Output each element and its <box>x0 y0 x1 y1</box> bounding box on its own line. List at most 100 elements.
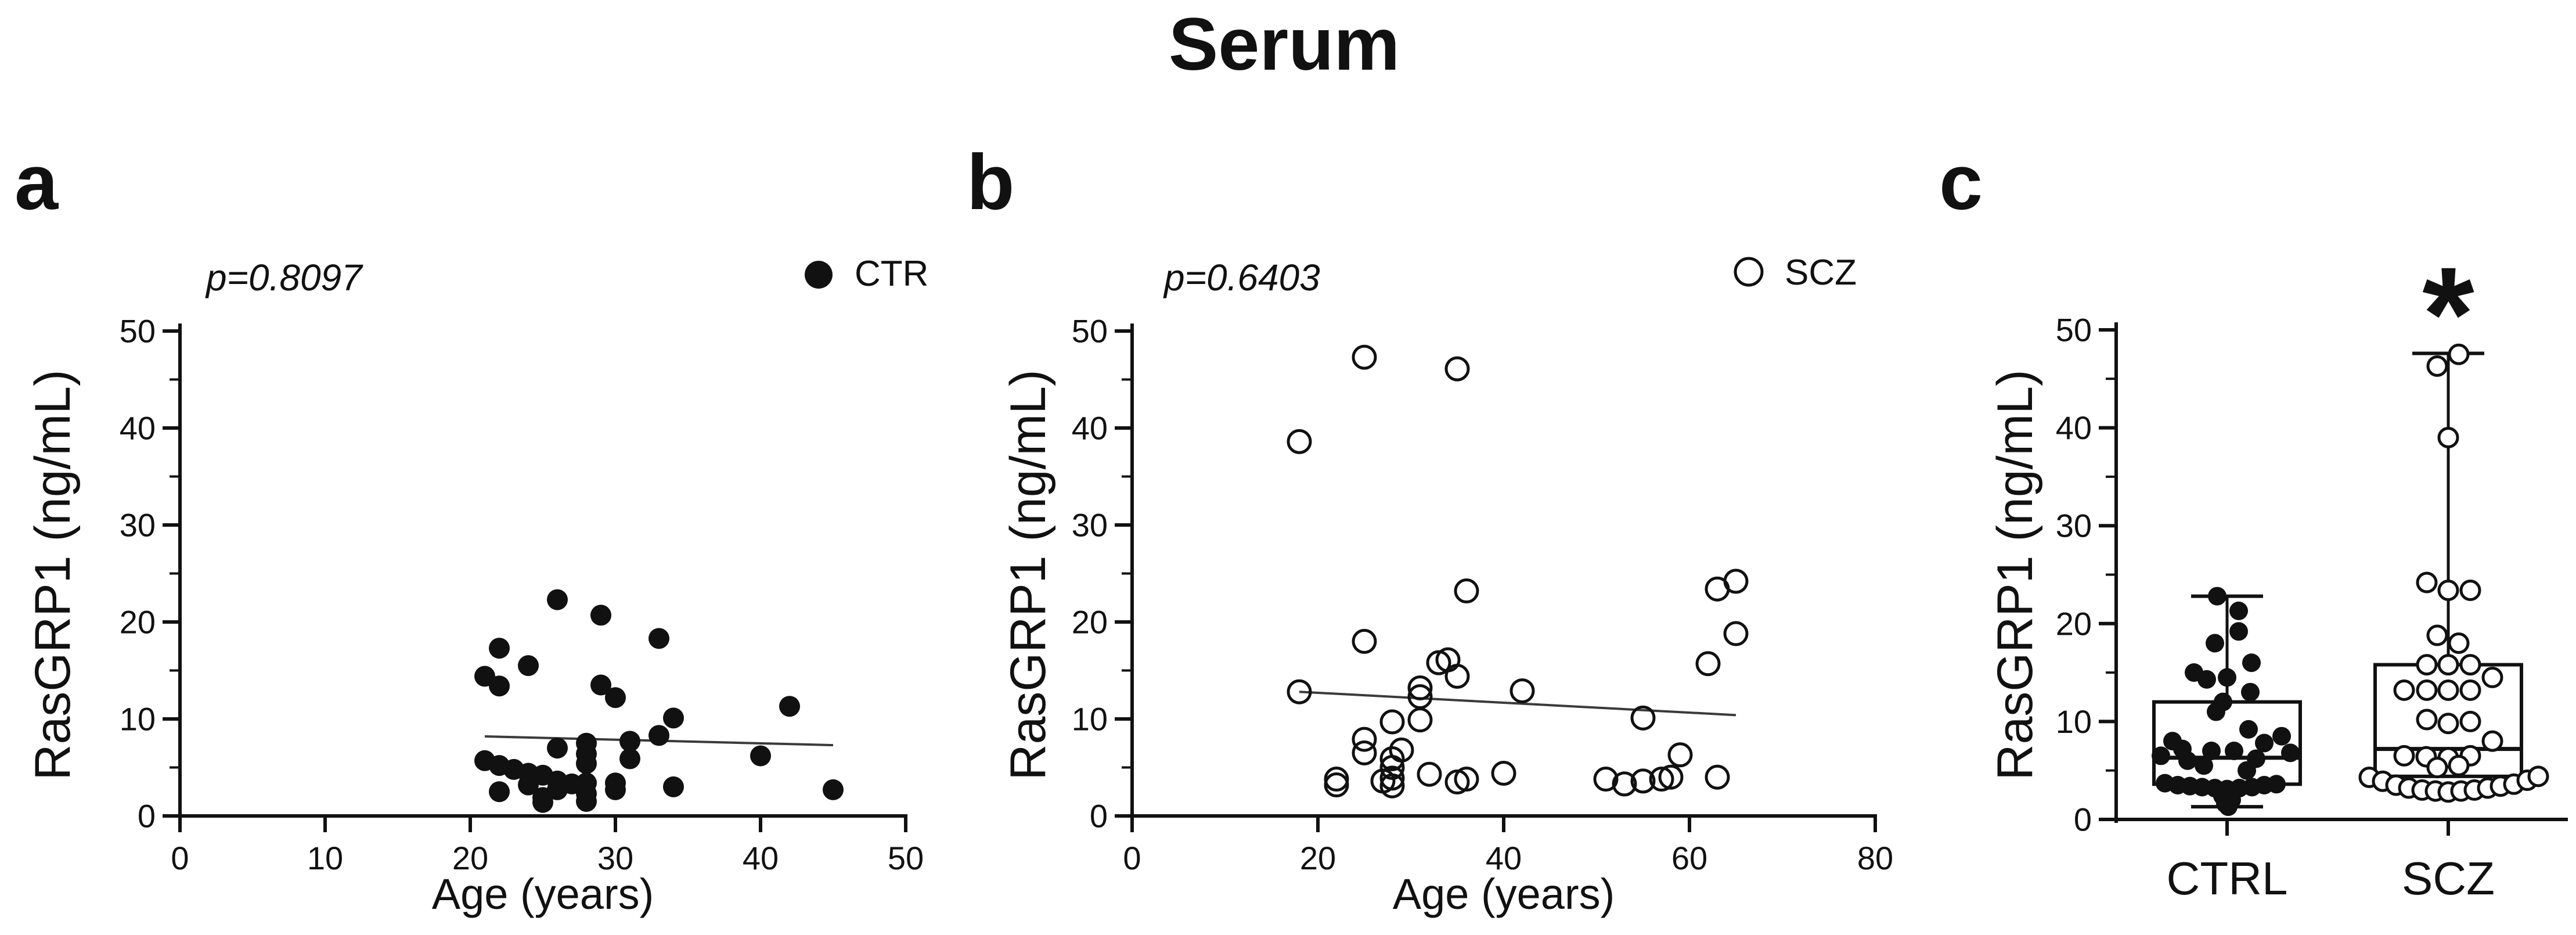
panel-c-plot: 0 10 20 30 40 50 <box>2056 312 2568 838</box>
data-point <box>2437 679 2459 701</box>
data-point <box>1649 767 1674 792</box>
data-point <box>2448 632 2470 654</box>
data-point <box>1723 621 1749 646</box>
x-tick-label: 0 <box>171 840 189 876</box>
data-point <box>2202 741 2221 760</box>
data-point <box>2426 624 2448 646</box>
y-tick-label: 20 <box>1072 604 1108 641</box>
data-point <box>489 638 510 659</box>
data-point <box>2437 579 2459 601</box>
y-tick-label: 20 <box>2056 605 2092 642</box>
data-point <box>2219 797 2238 817</box>
data-point <box>2225 741 2243 760</box>
y-tick-label: 10 <box>120 701 156 738</box>
data-point <box>2272 727 2291 746</box>
data-point <box>1695 651 1721 677</box>
data-point <box>532 787 553 808</box>
x-tick-label: 60 <box>1671 840 1707 876</box>
y-tick-label: 30 <box>1072 507 1108 544</box>
data-point <box>2206 634 2224 653</box>
data-point <box>1444 664 1470 689</box>
panel-a-letter: a <box>15 138 59 226</box>
data-point <box>2197 670 2216 689</box>
y-tick-label: 40 <box>1072 410 1108 447</box>
panel-a-legend-label: CTR <box>855 254 928 294</box>
data-point <box>1352 740 1377 765</box>
data-point <box>648 725 669 746</box>
data-point <box>576 753 597 774</box>
y-tick-label: 40 <box>2056 409 2092 446</box>
panel-b-pvalue: p=0.6403 <box>1163 257 1320 299</box>
x-tick-label: 20 <box>452 840 488 876</box>
data-point <box>1417 761 1442 787</box>
legend-open-circle-icon <box>1734 257 1764 287</box>
data-point <box>2448 343 2470 365</box>
data-point <box>663 776 684 797</box>
data-point <box>619 748 640 769</box>
data-point <box>2267 775 2286 794</box>
data-point <box>2426 757 2448 779</box>
data-point <box>2178 751 2197 770</box>
data-point <box>2481 667 2503 689</box>
data-point <box>2437 713 2459 735</box>
data-point <box>2207 702 2225 721</box>
panel-c-y-axis-title: RasGRP1 (ng/mL) <box>1987 369 2043 780</box>
panel-c-category-scz: SCZ <box>2402 853 2495 904</box>
data-point <box>2437 654 2459 676</box>
x-tick-label: 40 <box>1486 840 1522 876</box>
data-point <box>590 674 611 696</box>
x-tick-label: 50 <box>888 840 924 876</box>
data-point <box>1352 727 1377 752</box>
data-point <box>1379 773 1405 799</box>
data-point <box>663 707 684 729</box>
data-point <box>2195 756 2213 775</box>
data-point <box>518 655 539 677</box>
y-tick-label: 20 <box>120 604 156 641</box>
data-point <box>1407 675 1433 701</box>
data-point <box>2281 743 2300 763</box>
y-tick-label: 30 <box>120 507 156 544</box>
data-point <box>2229 622 2248 641</box>
data-point <box>489 781 510 803</box>
data-point <box>1612 771 1637 797</box>
data-point <box>1379 765 1405 791</box>
panel-a-plot: 0 10 20 30 40 50 0 10 20 30 40 50 <box>120 313 924 877</box>
data-point <box>1667 742 1693 768</box>
data-point <box>489 675 510 697</box>
y-tick-label: 50 <box>120 313 156 350</box>
data-point <box>547 589 568 610</box>
data-point <box>605 779 626 800</box>
data-point <box>1630 705 1656 731</box>
data-point <box>1723 569 1749 594</box>
data-point <box>750 745 771 767</box>
y-tick-label: 0 <box>138 798 156 835</box>
data-point <box>2481 730 2503 752</box>
data-point <box>605 687 626 709</box>
panel-a-pvalue: p=0.8097 <box>205 257 363 299</box>
data-point <box>1407 707 1433 733</box>
x-tick-label: 0 <box>1123 840 1141 876</box>
y-tick-label: 50 <box>2056 312 2092 348</box>
data-point <box>2448 754 2470 776</box>
data-point <box>1352 628 1377 654</box>
data-point <box>2152 746 2170 765</box>
x-tick-label: 10 <box>307 840 343 876</box>
panel-b-plot: 0 10 20 30 40 50 0 20 40 60 80 <box>1072 313 1893 877</box>
data-point <box>2416 654 2438 676</box>
data-point <box>1630 768 1656 794</box>
panel-c-category-ctrl: CTRL <box>2167 853 2288 904</box>
data-point <box>648 628 669 649</box>
data-point <box>2218 668 2236 687</box>
panel-b-y-axis-title: RasGRP1 (ng/mL) <box>1000 369 1056 780</box>
data-point <box>2255 733 2274 753</box>
data-point <box>2459 579 2481 601</box>
data-point <box>2426 355 2448 377</box>
data-point <box>2229 601 2248 620</box>
data-point <box>2238 761 2256 780</box>
data-point <box>2437 426 2459 448</box>
data-point <box>2459 654 2481 676</box>
regression-line <box>1299 691 1736 717</box>
x-tick-label: 20 <box>1300 840 1336 876</box>
panel-a-y-axis-title: RasGRP1 (ng/mL) <box>25 369 81 780</box>
